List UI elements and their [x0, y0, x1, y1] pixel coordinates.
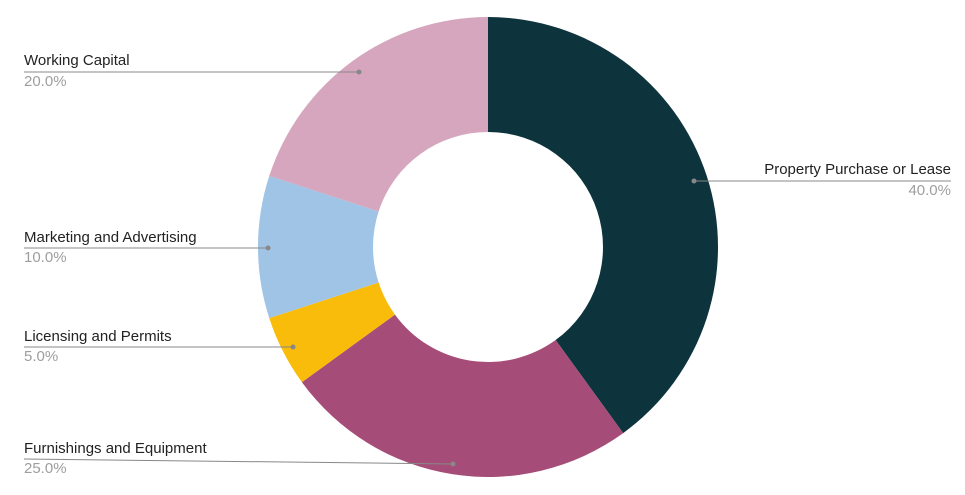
slice-value: 5.0%	[24, 348, 58, 365]
leader-dot	[691, 178, 697, 184]
slice-value: 40.0%	[908, 182, 951, 199]
leader-dot	[450, 461, 456, 467]
leader-dot	[265, 245, 271, 251]
leader-line	[23, 458, 454, 465]
slice	[269, 17, 488, 212]
slice	[301, 314, 624, 477]
slice-label: Furnishings and Equipment	[24, 440, 207, 457]
slice-label: Property Purchase or Lease	[764, 161, 951, 178]
slice	[269, 282, 395, 383]
slice-value: 25.0%	[24, 460, 67, 477]
slice	[257, 175, 379, 319]
slice	[488, 17, 718, 434]
slice-label: Working Capital	[24, 52, 130, 69]
leader-dot	[290, 344, 296, 350]
leader-dot	[356, 69, 362, 75]
slice-value: 10.0%	[24, 249, 67, 266]
slice-label: Licensing and Permits	[24, 328, 172, 345]
slice-label: Marketing and Advertising	[24, 229, 197, 246]
slice-value: 20.0%	[24, 73, 67, 90]
